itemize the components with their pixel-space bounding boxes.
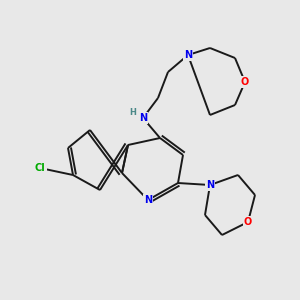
Text: N: N [184,50,192,60]
Text: O: O [241,77,249,87]
Text: N: N [144,195,152,205]
Text: N: N [139,113,147,123]
Text: Cl: Cl [34,163,45,173]
Text: O: O [244,217,252,227]
Text: N: N [206,180,214,190]
Text: H: H [129,108,136,117]
